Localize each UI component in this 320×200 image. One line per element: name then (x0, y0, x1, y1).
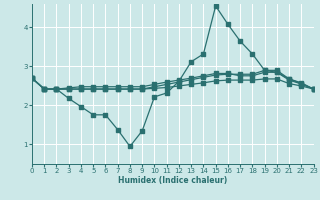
X-axis label: Humidex (Indice chaleur): Humidex (Indice chaleur) (118, 176, 228, 185)
